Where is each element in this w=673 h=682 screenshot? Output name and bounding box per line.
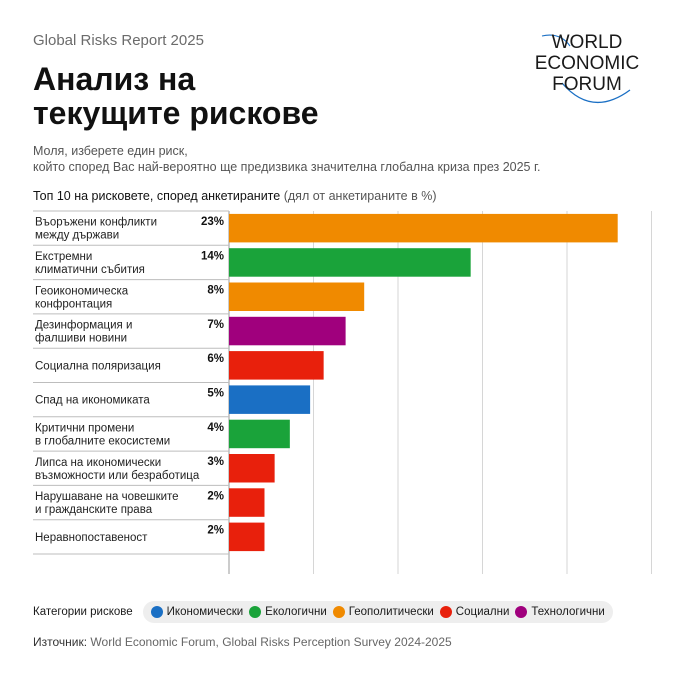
source-label: Източник:: [33, 635, 88, 649]
source-note: Източник: World Economic Forum, Global R…: [33, 635, 452, 649]
category-label: Социална поляризация: [35, 360, 161, 372]
bar: [229, 419, 290, 449]
legend-item-societal: Социални: [439, 606, 510, 618]
legend-label: Икономически: [166, 606, 244, 618]
risk-bar-chart: Въоръжени конфликти между държави 23% Екстр…: [33, 210, 652, 574]
chart-heading-sub: (дял от анкетираните в %): [283, 189, 437, 203]
category-label: Екстремни климатични събития: [35, 251, 145, 276]
category-label: Дезинформация и фалшиви новини: [35, 320, 132, 345]
category-label: Липса на икономически възможности или без…: [35, 457, 200, 482]
value-label: 8%: [207, 285, 224, 297]
logo-line-3: FORUM: [552, 74, 622, 95]
legend-item-technological: Технологични: [515, 606, 605, 618]
legend-items: Икономически Екологични Геополитически С…: [142, 601, 613, 623]
value-label: 7%: [207, 319, 224, 331]
legend-label: Екологични: [265, 606, 327, 618]
bar: [229, 454, 275, 483]
page-title-line-1: Анализ на: [33, 61, 196, 97]
survey-question-line-2: който според Вас най-вероятно ще предизв…: [33, 160, 541, 174]
bar: [229, 385, 311, 414]
page-title: Анализ на текущите рискове: [33, 62, 319, 130]
value-label: 6%: [207, 353, 224, 365]
logo-arc: [561, 82, 631, 103]
value-label: 3%: [207, 456, 224, 468]
bar: [229, 282, 365, 311]
bar: [229, 213, 618, 243]
legend-dot-geopolitical: [332, 606, 345, 618]
survey-question: Моля, изберете един риск, който според В…: [33, 143, 541, 175]
legend-item-geopolitical: Геополитически: [332, 606, 434, 618]
source-text: World Economic Forum, Global Risks Perce…: [87, 635, 452, 649]
legend-dot-technological: [515, 606, 528, 618]
legend-title: Категории рискове: [33, 606, 133, 618]
legend-dot-environmental: [249, 606, 262, 618]
value-label: 2%: [207, 525, 224, 537]
legend-dot-economic: [150, 606, 163, 618]
logo-arc-2: [541, 34, 571, 47]
value-label: 2%: [207, 490, 224, 502]
chart-heading: Топ 10 на рисковете, според анкетираните…: [33, 189, 436, 203]
logo-line-2: ECONOMIC: [535, 53, 640, 74]
bar: [229, 351, 324, 380]
legend-label: Социални: [455, 606, 510, 618]
category-label: Спад на икономиката: [35, 395, 150, 407]
wef-logo: WORLD ECONOMIC FORUM: [535, 32, 640, 103]
bar: [229, 488, 265, 517]
legend: Категории рискове Икономически Екологичн…: [33, 600, 613, 624]
value-label: 14%: [201, 250, 224, 262]
bar: [229, 248, 471, 277]
category-label: Критични промени в глобалните екосистеми: [35, 422, 170, 447]
value-label: 23%: [201, 216, 224, 228]
legend-dot-societal: [439, 606, 452, 618]
report-name: Global Risks Report 2025: [33, 32, 204, 49]
category-label: Нарушаване на човешките и гражданските пр…: [35, 491, 179, 516]
legend-item-economic: Икономически: [150, 606, 244, 618]
logo-line-1: WORLD: [552, 32, 623, 53]
value-label: 5%: [207, 388, 224, 400]
legend-label: Технологични: [531, 606, 605, 618]
chart-heading-main: Топ 10 на рисковете, според анкетираните: [33, 189, 281, 203]
category-label: Въоръжени конфликти между държави: [35, 217, 157, 242]
page-title-line-2: текущите рискове: [33, 95, 319, 131]
category-label: Неравнопоставеност: [35, 532, 148, 544]
bar: [229, 316, 346, 346]
bar: [229, 522, 265, 552]
survey-question-line-1: Моля, изберете един риск,: [33, 144, 188, 158]
value-label: 4%: [207, 422, 224, 434]
category-label: Геоикономическа конфронтация: [35, 285, 129, 310]
legend-label: Геополитически: [348, 606, 434, 618]
legend-item-environmental: Екологични: [249, 606, 327, 618]
